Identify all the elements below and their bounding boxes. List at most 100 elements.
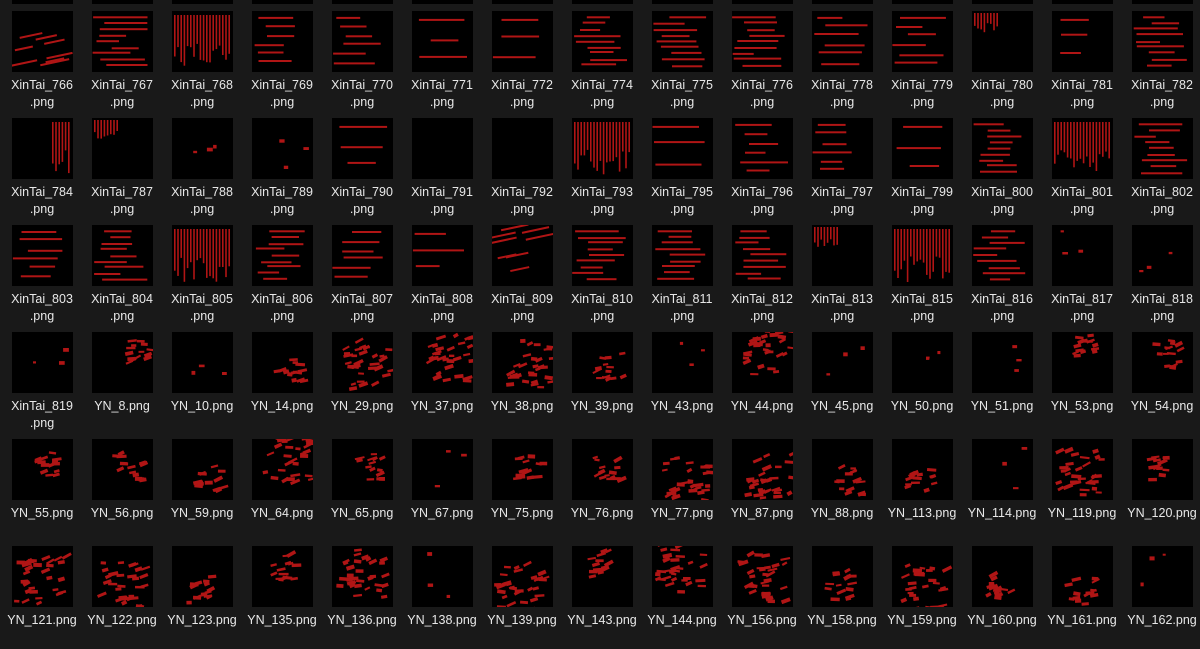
file-tile[interactable]: YN_53.png <box>1040 332 1120 439</box>
file-tile[interactable]: XinTai_816 .png <box>960 225 1040 332</box>
file-tile[interactable]: YN_38.png <box>480 332 560 439</box>
file-tile[interactable]: YN_88.png <box>800 439 880 546</box>
file-tile[interactable]: YN_37.png <box>400 332 480 439</box>
file-tile[interactable]: XinTai_796 .png <box>720 118 800 225</box>
file-tile[interactable]: YN_54.png <box>1120 332 1200 439</box>
file-tile[interactable]: YN_10.png <box>160 332 240 439</box>
file-tile[interactable]: YN_56.png <box>80 439 160 546</box>
file-tile[interactable]: XinTai_771 .png <box>400 11 480 118</box>
file-tile[interactable]: YN_87.png <box>720 439 800 546</box>
file-tile[interactable]: XinTai_768 .png <box>160 11 240 118</box>
file-tile[interactable]: YN_67.png <box>400 439 480 546</box>
file-tile[interactable]: YN_55.png <box>0 439 80 546</box>
file-tile[interactable]: XinTai_801 .png <box>1040 118 1120 225</box>
file-tile[interactable]: XinTai_779 .png <box>880 11 960 118</box>
file-tile[interactable]: XinTai_780 .png <box>960 11 1040 118</box>
file-tile[interactable]: XinTai_782 .png <box>1120 11 1200 118</box>
file-tile[interactable]: YN_144.png <box>640 546 720 649</box>
file-tile[interactable]: XinTai_808 .png <box>400 225 480 332</box>
file-tile[interactable]: XinTai_787 .png <box>80 118 160 225</box>
file-tile[interactable]: XinTai_788 .png <box>160 118 240 225</box>
file-tile[interactable]: YN_59.png <box>160 439 240 546</box>
file-extension: .png <box>848 399 874 413</box>
patch-mark <box>306 441 313 445</box>
file-tile[interactable]: YN_135.png <box>240 546 320 649</box>
file-tile[interactable]: YN_45.png <box>800 332 880 439</box>
file-tile[interactable]: YN_29.png <box>320 332 400 439</box>
file-name-label: YN_51.png <box>958 398 1046 415</box>
file-tile[interactable]: YN_123.png <box>160 546 240 649</box>
file-tile[interactable]: YN_159.png <box>880 546 960 649</box>
file-tile[interactable]: YN_136.png <box>320 546 400 649</box>
file-tile[interactable]: XinTai_767 .png <box>80 11 160 118</box>
file-tile[interactable]: YN_162.png <box>1120 546 1200 649</box>
file-tile[interactable]: YN_121.png <box>0 546 80 649</box>
file-tile[interactable]: XinTai_772 .png <box>480 11 560 118</box>
file-tile[interactable]: XinTai_811 .png <box>640 225 720 332</box>
file-tile[interactable]: XinTai_775 .png <box>640 11 720 118</box>
file-tile[interactable]: YN_156.png <box>720 546 800 649</box>
file-tile[interactable]: YN_138.png <box>400 546 480 649</box>
thumbnail-canvas <box>1055 446 1105 497</box>
file-tile[interactable]: XinTai_776 .png <box>720 11 800 118</box>
file-tile[interactable]: XinTai_792 .png <box>480 118 560 225</box>
file-tile[interactable]: XinTai_797 .png <box>800 118 880 225</box>
file-tile[interactable]: YN_76.png <box>560 439 640 546</box>
patch-mark <box>695 486 702 490</box>
file-tile[interactable]: YN_113.png <box>880 439 960 546</box>
file-tile[interactable]: XinTai_791 .png <box>400 118 480 225</box>
strip-mark <box>343 256 383 259</box>
file-tile[interactable]: XinTai_810 .png <box>560 225 640 332</box>
strip-mark <box>186 229 189 269</box>
file-tile[interactable]: XinTai_807 .png <box>320 225 400 332</box>
file-tile[interactable]: XinTai_795 .png <box>640 118 720 225</box>
file-tile[interactable]: YN_143.png <box>560 546 640 649</box>
file-tile[interactable]: YN_64.png <box>240 439 320 546</box>
file-name-label: XinTai_769 .png <box>238 77 326 111</box>
file-tile[interactable]: XinTai_784 .png <box>0 118 80 225</box>
file-tile[interactable]: YN_44.png <box>720 332 800 439</box>
file-tile[interactable]: XinTai_817 .png <box>1040 225 1120 332</box>
file-tile[interactable]: YN_8.png <box>80 332 160 439</box>
file-tile[interactable]: YN_114.png <box>960 439 1040 546</box>
file-tile[interactable]: YN_139.png <box>480 546 560 649</box>
file-tile[interactable]: XinTai_790 .png <box>320 118 400 225</box>
file-tile[interactable]: XinTai_789 .png <box>240 118 320 225</box>
file-tile[interactable]: XinTai_809 .png <box>480 225 560 332</box>
file-tile[interactable]: YN_119.png <box>1040 439 1120 546</box>
file-tile[interactable]: XinTai_818 .png <box>1120 225 1200 332</box>
file-tile[interactable]: YN_43.png <box>640 332 720 439</box>
file-tile[interactable]: XinTai_769 .png <box>240 11 320 118</box>
file-tile[interactable]: XinTai_805 .png <box>160 225 240 332</box>
file-tile[interactable]: YN_158.png <box>800 546 880 649</box>
file-extension: .png <box>852 613 877 627</box>
file-tile[interactable]: XinTai_813 .png <box>800 225 880 332</box>
file-tile[interactable]: YN_14.png <box>240 332 320 439</box>
file-tile[interactable]: YN_50.png <box>880 332 960 439</box>
file-tile[interactable]: YN_75.png <box>480 439 560 546</box>
file-tile[interactable]: YN_122.png <box>80 546 160 649</box>
file-tile[interactable]: XinTai_819 .png <box>0 332 80 439</box>
file-tile[interactable]: XinTai_812 .png <box>720 225 800 332</box>
file-tile[interactable]: YN_120.png <box>1120 439 1200 546</box>
file-tile[interactable]: XinTai_774 .png <box>560 11 640 118</box>
file-tile[interactable]: YN_160.png <box>960 546 1040 649</box>
file-tile[interactable]: YN_77.png <box>640 439 720 546</box>
file-tile[interactable]: YN_51.png <box>960 332 1040 439</box>
file-tile[interactable]: XinTai_803 .png <box>0 225 80 332</box>
file-tile[interactable]: XinTai_770 .png <box>320 11 400 118</box>
file-tile[interactable]: YN_65.png <box>320 439 400 546</box>
file-tile[interactable]: XinTai_799 .png <box>880 118 960 225</box>
thumbnail-canvas <box>332 231 383 278</box>
file-tile[interactable]: XinTai_800 .png <box>960 118 1040 225</box>
file-tile[interactable]: XinTai_815 .png <box>880 225 960 332</box>
file-tile[interactable]: XinTai_778 .png <box>800 11 880 118</box>
file-tile[interactable]: XinTai_806 .png <box>240 225 320 332</box>
file-tile[interactable]: XinTai_781 .png <box>1040 11 1120 118</box>
file-tile[interactable]: XinTai_766 .png <box>0 11 80 118</box>
file-tile[interactable]: XinTai_804 .png <box>80 225 160 332</box>
file-tile[interactable]: YN_39.png <box>560 332 640 439</box>
file-tile[interactable]: XinTai_793 .png <box>560 118 640 225</box>
file-tile[interactable]: XinTai_802 .png <box>1120 118 1200 225</box>
file-tile[interactable]: YN_161.png <box>1040 546 1120 649</box>
